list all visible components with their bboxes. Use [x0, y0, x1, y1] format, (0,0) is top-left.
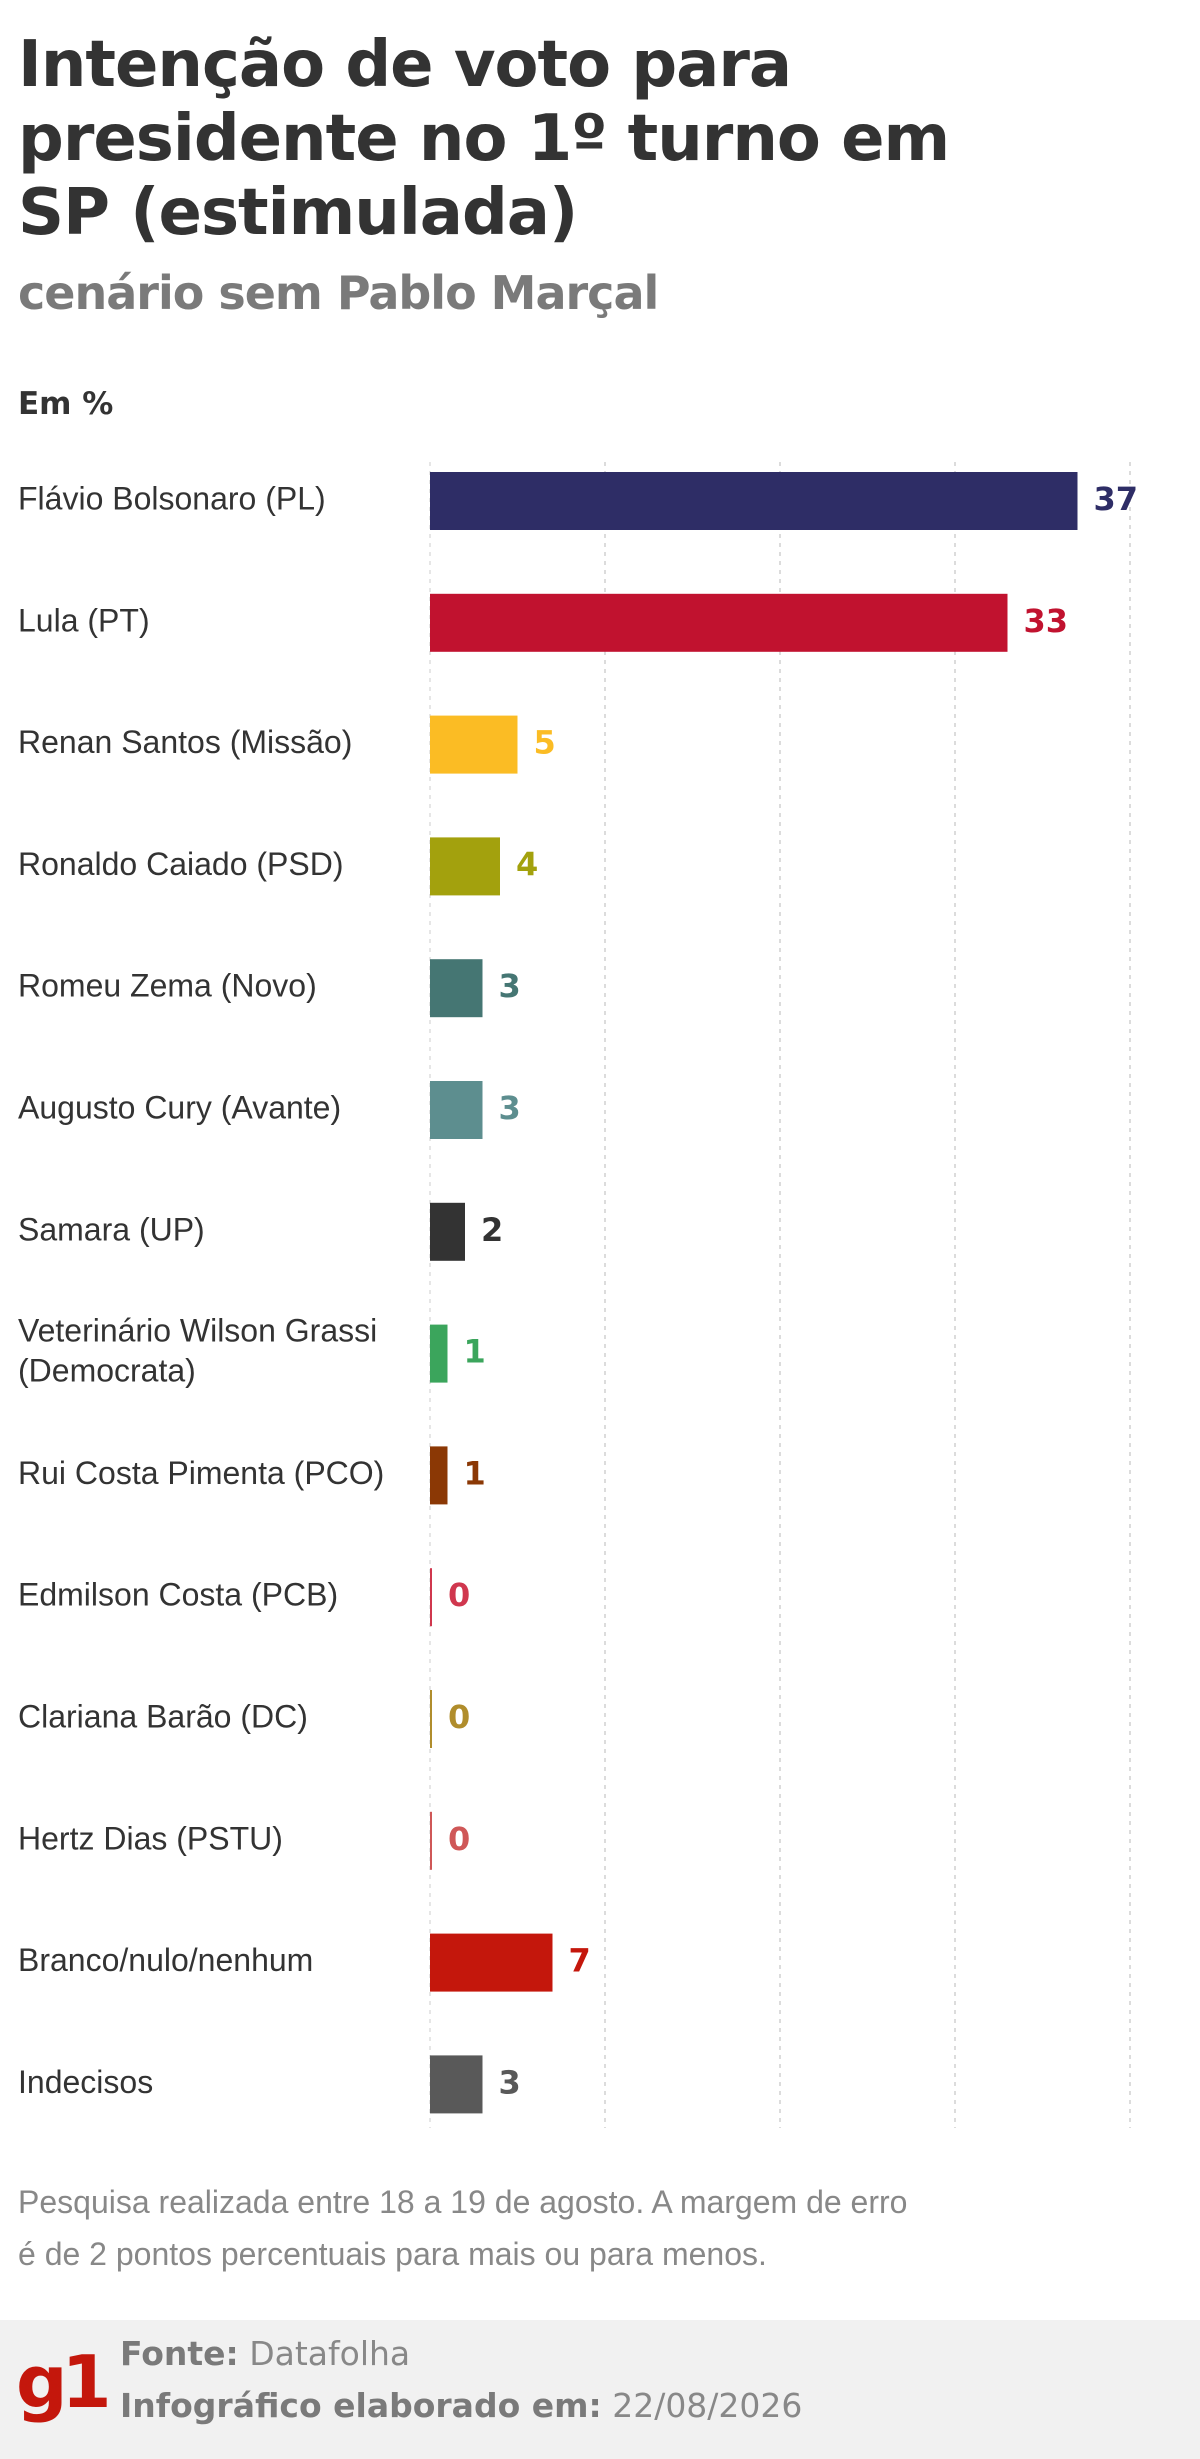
bar — [430, 1933, 553, 1992]
category-label: Veterinário Wilson Grassi (Democrata) — [18, 1313, 377, 1389]
bar — [430, 472, 1078, 530]
category-label: Samara (UP) — [18, 1211, 205, 1247]
category-label: Augusto Cury (Avante) — [18, 1089, 341, 1125]
bar — [430, 1446, 448, 1505]
value-label: 0 — [448, 1698, 470, 1736]
source-line: Fonte: Datafolha — [120, 2334, 410, 2373]
bar — [430, 959, 483, 1018]
bar — [430, 1568, 432, 1627]
unit-label: Em % — [18, 386, 114, 422]
category-label: Rui Costa Pimenta (PCO) — [18, 1455, 384, 1491]
value-label: 0 — [448, 1576, 470, 1614]
value-label: 1 — [464, 1333, 486, 1371]
bar — [430, 1811, 432, 1870]
value-label: 5 — [534, 724, 556, 762]
category-label: Indecisos — [18, 2064, 153, 2100]
value-label: 2 — [481, 1211, 503, 1249]
category-label: Ronaldo Caiado (PSD) — [18, 846, 344, 882]
bar — [430, 2055, 483, 2114]
category-label: Romeu Zema (Novo) — [18, 968, 317, 1004]
source-value: Datafolha — [249, 2334, 411, 2373]
value-label: 4 — [516, 845, 538, 883]
bar — [430, 1324, 448, 1383]
date-label: Infográfico elaborado em: — [120, 2386, 602, 2425]
chart-subtitle: cenário sem Pablo Marçal — [18, 266, 659, 320]
bar — [430, 593, 1008, 652]
source-label: Fonte: — [120, 2334, 239, 2373]
bar — [430, 715, 518, 774]
category-label: Lula (PT) — [18, 602, 150, 638]
bar — [430, 1690, 432, 1748]
footer: g1 Fonte: Datafolha Infográfico elaborad… — [0, 2320, 1200, 2459]
category-label: Flávio Bolsonaro (PL) — [18, 480, 326, 516]
date-value: 22/08/2026 — [612, 2386, 803, 2425]
value-label: 3 — [499, 1089, 521, 1127]
category-label: Clariana Barão (DC) — [18, 1698, 308, 1734]
category-label: Branco/nulo/nenhum — [18, 1942, 313, 1978]
category-label: Renan Santos (Missão) — [18, 724, 352, 760]
chart-title: Intenção de voto para presidente no 1º t… — [18, 28, 950, 250]
value-label: 0 — [448, 1820, 470, 1858]
value-label: 3 — [499, 2063, 521, 2101]
date-line: Infográfico elaborado em: 22/08/2026 — [120, 2386, 802, 2425]
survey-note: Pesquisa realizada entre 18 a 19 de agos… — [18, 2184, 908, 2272]
bar — [430, 1202, 465, 1261]
category-label: Edmilson Costa (PCB) — [18, 1577, 338, 1613]
value-label: 3 — [499, 967, 521, 1005]
bar — [430, 837, 500, 896]
category-label: Hertz Dias (PSTU) — [18, 1820, 283, 1856]
value-label: 7 — [569, 1942, 591, 1980]
bar — [430, 1081, 483, 1139]
value-label: 37 — [1094, 480, 1139, 518]
value-label: 1 — [464, 1454, 486, 1492]
value-label: 33 — [1024, 602, 1069, 640]
g1-logo: g1 — [16, 2340, 112, 2424]
